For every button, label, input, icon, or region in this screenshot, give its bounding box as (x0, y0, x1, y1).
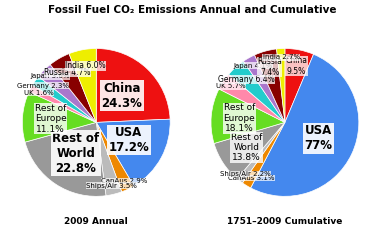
Wedge shape (251, 54, 359, 196)
Wedge shape (276, 48, 285, 122)
Text: Rest of
Europe
18.1%: Rest of Europe 18.1% (223, 103, 255, 133)
Wedge shape (219, 74, 285, 122)
Text: Rest of
World
13.8%: Rest of World 13.8% (231, 132, 262, 162)
Text: 2009 Annual: 2009 Annual (64, 217, 128, 226)
Text: USA
17.2%: USA 17.2% (108, 126, 149, 154)
Wedge shape (29, 85, 96, 122)
Wedge shape (50, 54, 96, 122)
Text: China
24.3%: China 24.3% (101, 82, 142, 110)
Text: CanAus 2.9%: CanAus 2.9% (101, 178, 147, 184)
Text: UK 1.6%: UK 1.6% (23, 90, 54, 96)
Wedge shape (243, 55, 285, 122)
Text: Germany 6.4%: Germany 6.4% (218, 75, 275, 84)
Text: Rest of
Europe
11.1%: Rest of Europe 11.1% (35, 104, 67, 134)
Wedge shape (32, 76, 96, 122)
Wedge shape (229, 61, 285, 122)
Text: Rest of
World
22.8%: Rest of World 22.8% (52, 132, 99, 175)
Wedge shape (38, 65, 96, 122)
Wedge shape (69, 48, 96, 122)
Text: China
9.5%: China 9.5% (285, 56, 307, 76)
Wedge shape (254, 49, 285, 122)
Wedge shape (96, 122, 134, 192)
Text: UK 5.7%: UK 5.7% (216, 83, 246, 89)
Wedge shape (285, 48, 313, 122)
Wedge shape (22, 92, 96, 142)
Text: Ships/Air 3.5%: Ships/Air 3.5% (86, 183, 137, 189)
Text: Japan 3.6%: Japan 3.6% (30, 73, 70, 79)
Text: India 2.7%: India 2.7% (263, 54, 300, 60)
Text: USA
77%: USA 77% (304, 124, 332, 152)
Text: Ships/Air 2.2%: Ships/Air 2.2% (220, 171, 271, 177)
Wedge shape (243, 122, 285, 188)
Text: Germany 2.3%: Germany 2.3% (17, 83, 69, 89)
Wedge shape (96, 122, 122, 196)
Text: Fossil Fuel CO₂ Emissions Annual and Cumulative: Fossil Fuel CO₂ Emissions Annual and Cum… (48, 5, 337, 15)
Text: Russia 4.7%: Russia 4.7% (44, 68, 90, 77)
Text: Russia
7.4%: Russia 7.4% (257, 57, 282, 77)
Wedge shape (25, 122, 106, 196)
Wedge shape (211, 89, 285, 144)
Wedge shape (96, 119, 170, 186)
Wedge shape (214, 122, 285, 179)
Wedge shape (96, 48, 170, 122)
Wedge shape (237, 122, 285, 183)
Text: CanAus 3.1%: CanAus 3.1% (228, 175, 275, 181)
Text: Japan 4.1%: Japan 4.1% (234, 63, 273, 69)
Text: 1751–2009 Cumulative: 1751–2009 Cumulative (227, 217, 343, 226)
Text: India 6.0%: India 6.0% (65, 61, 106, 70)
